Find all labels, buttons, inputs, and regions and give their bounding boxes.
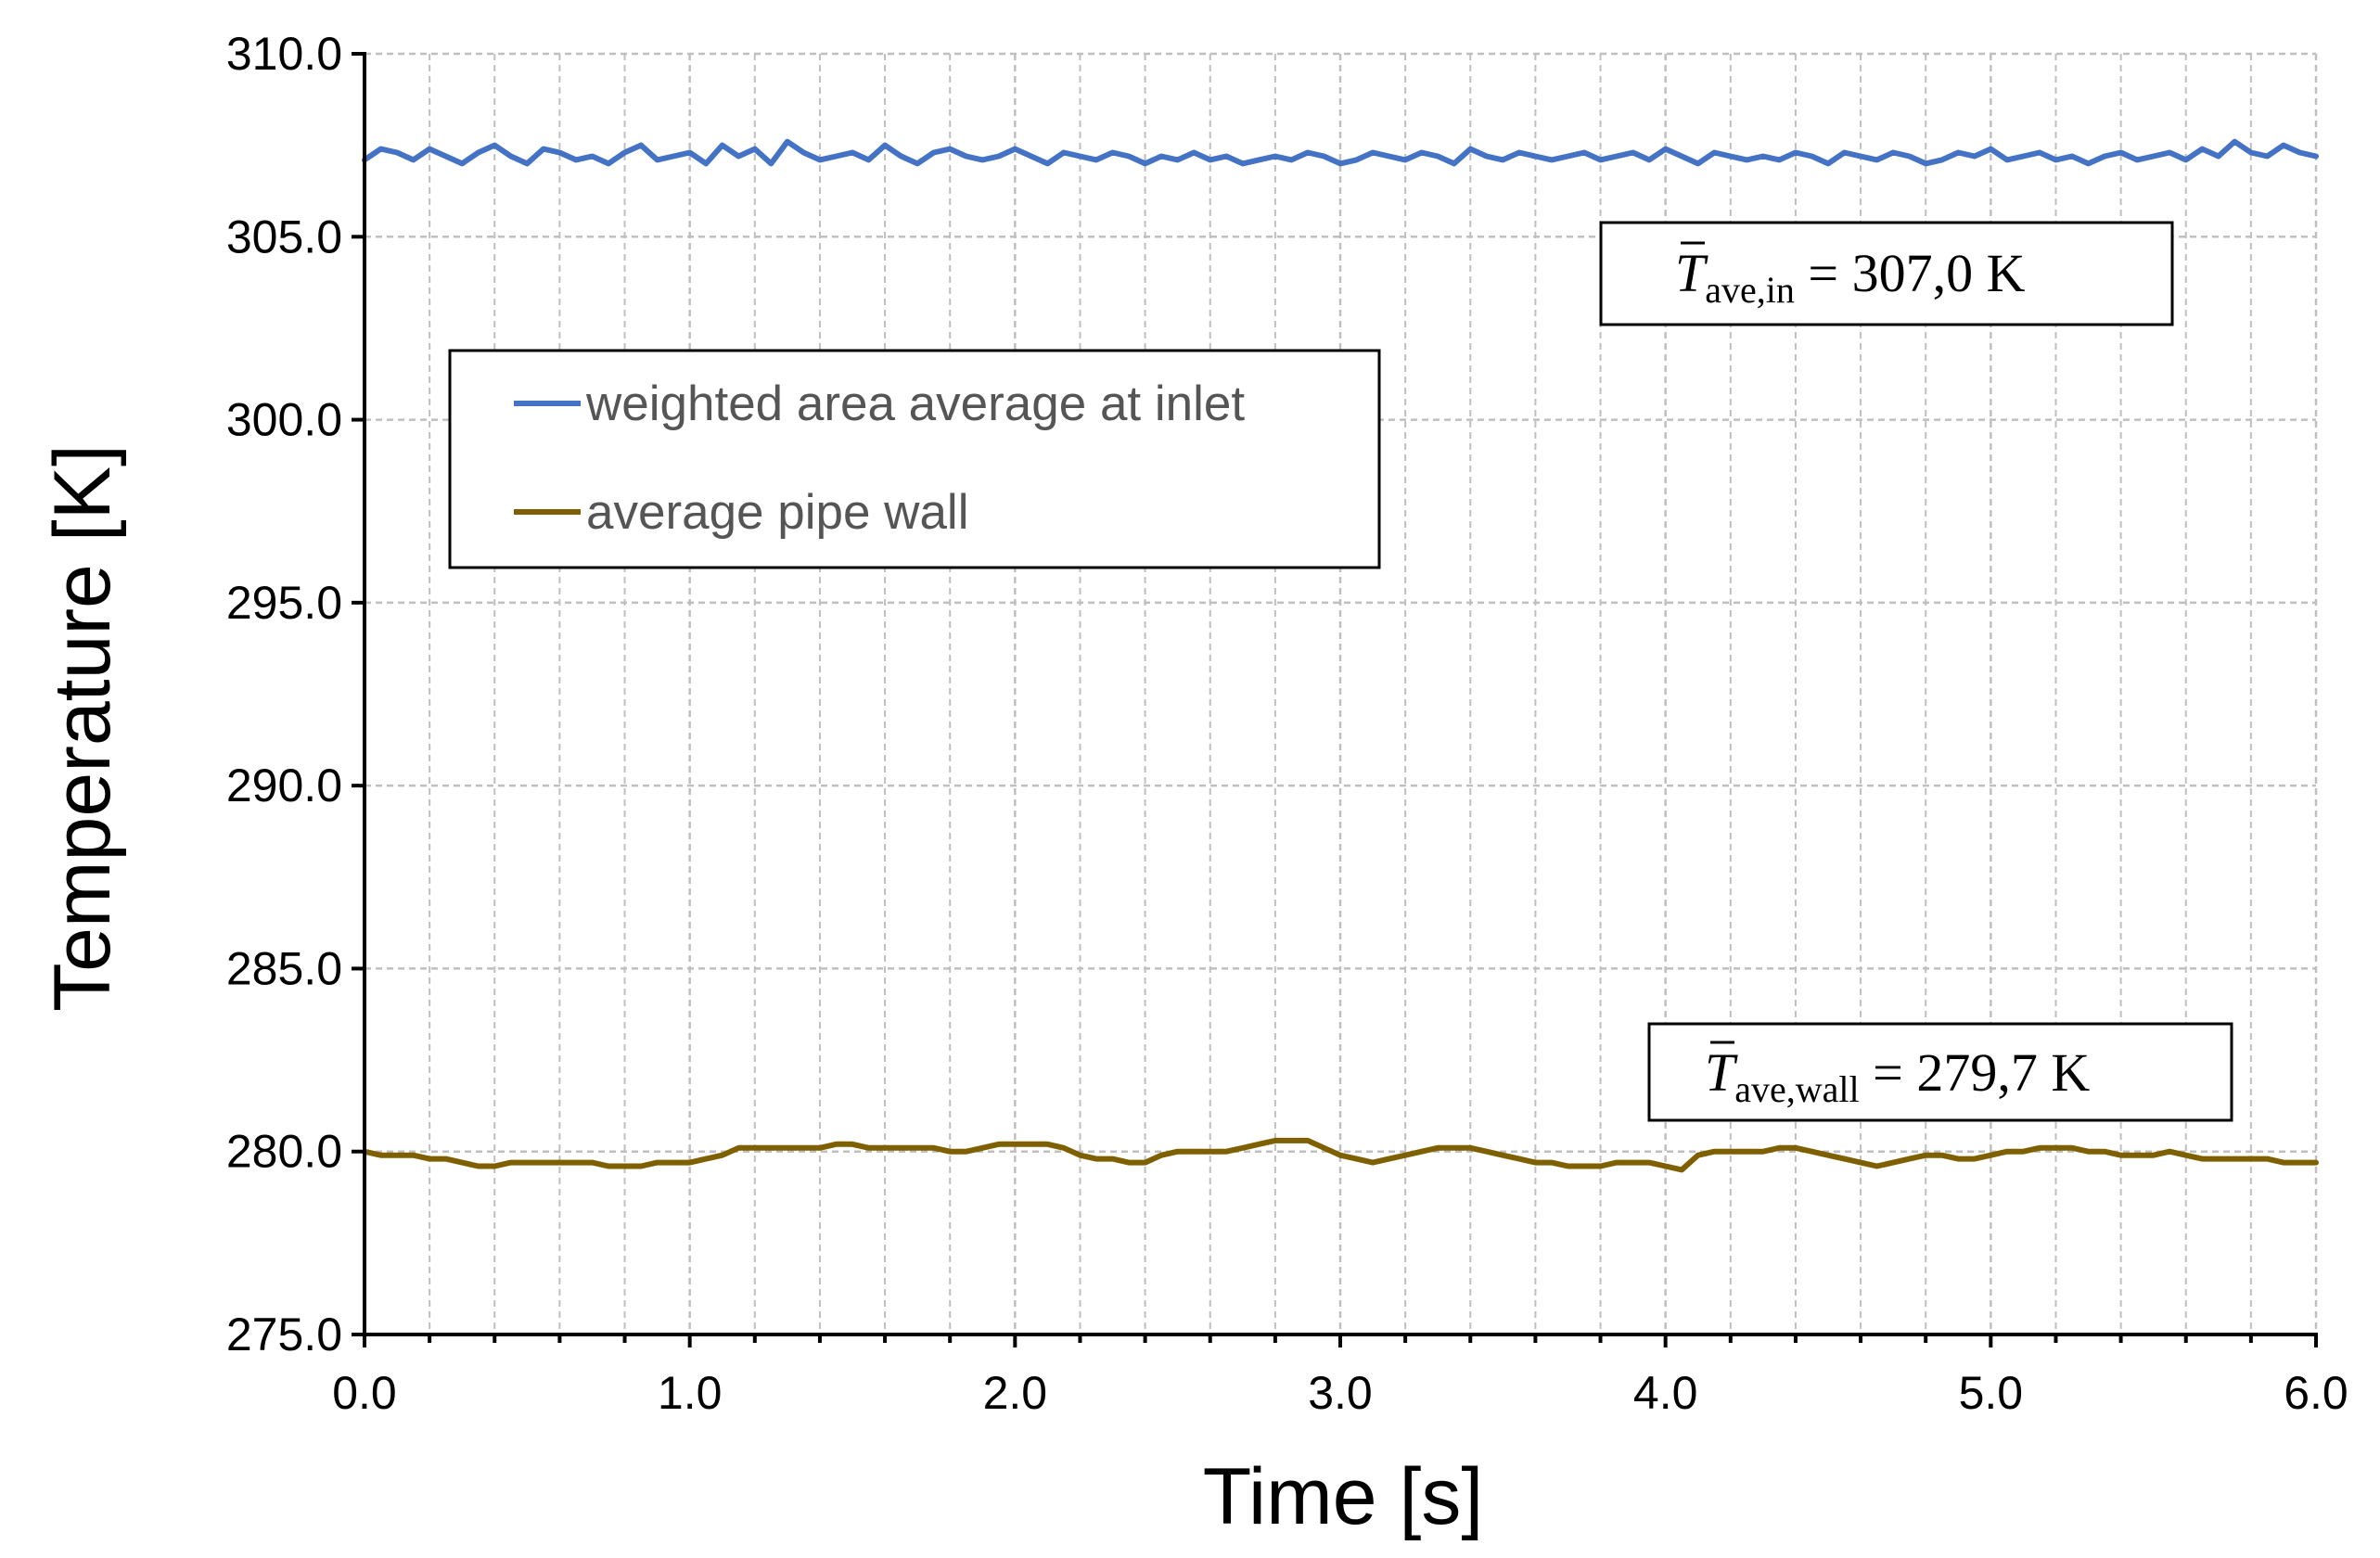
annotation-inlet-mean: Tave,in = 307,0 K	[1599, 221, 2174, 326]
x-tick-label: 4.0	[1633, 1367, 1698, 1419]
y-tick-label: 290.0	[226, 760, 342, 811]
series-line-wall	[362, 1137, 2319, 1173]
tick-labels: 275.0 280.0 285.0 290.0 295.0 300.0 305.0 310.0…	[226, 28, 2348, 1419]
legend-label-inlet: weighted area average at inlet	[585, 377, 1245, 431]
legend-box	[448, 349, 1381, 569]
x-tick-label: 6.0	[2284, 1367, 2348, 1419]
y-tick-label: 275.0	[226, 1309, 342, 1360]
annotation-inlet-box	[1599, 221, 2174, 326]
y-tick-label: 285.0	[226, 942, 342, 994]
y-axis-title: Temperature [K]	[38, 444, 127, 1012]
x-tick-label: 5.0	[1959, 1367, 2024, 1419]
y-tick-label: 295.0	[226, 577, 342, 629]
x-tick-label: 2.0	[983, 1367, 1048, 1419]
series-layer	[362, 138, 2319, 1173]
x-tick-label: 0.0	[332, 1367, 397, 1419]
x-axis-title: Time [s]	[1203, 1452, 1484, 1541]
legend-label-wall: average pipe wall	[586, 485, 968, 540]
series-line-inlet	[362, 138, 2319, 167]
y-tick-label: 300.0	[226, 394, 342, 446]
annotation-wall-text: Tave,wall = 279,7 K	[1705, 1042, 2090, 1110]
annotation-inlet-text: Tave,in = 307,0 K	[1675, 243, 2026, 311]
y-tick-label: 310.0	[226, 28, 342, 80]
y-tick-label: 305.0	[226, 211, 342, 262]
x-tick-label: 1.0	[658, 1367, 723, 1419]
axes	[352, 52, 2318, 1347]
y-tick-label: 280.0	[226, 1126, 342, 1178]
x-tick-label: 3.0	[1308, 1367, 1373, 1419]
annotation-wall-box	[1647, 1022, 2233, 1122]
annotation-wall-mean: Tave,wall = 279,7 K	[1647, 1022, 2233, 1122]
legend: weighted area average at inlet average p…	[448, 349, 1381, 569]
